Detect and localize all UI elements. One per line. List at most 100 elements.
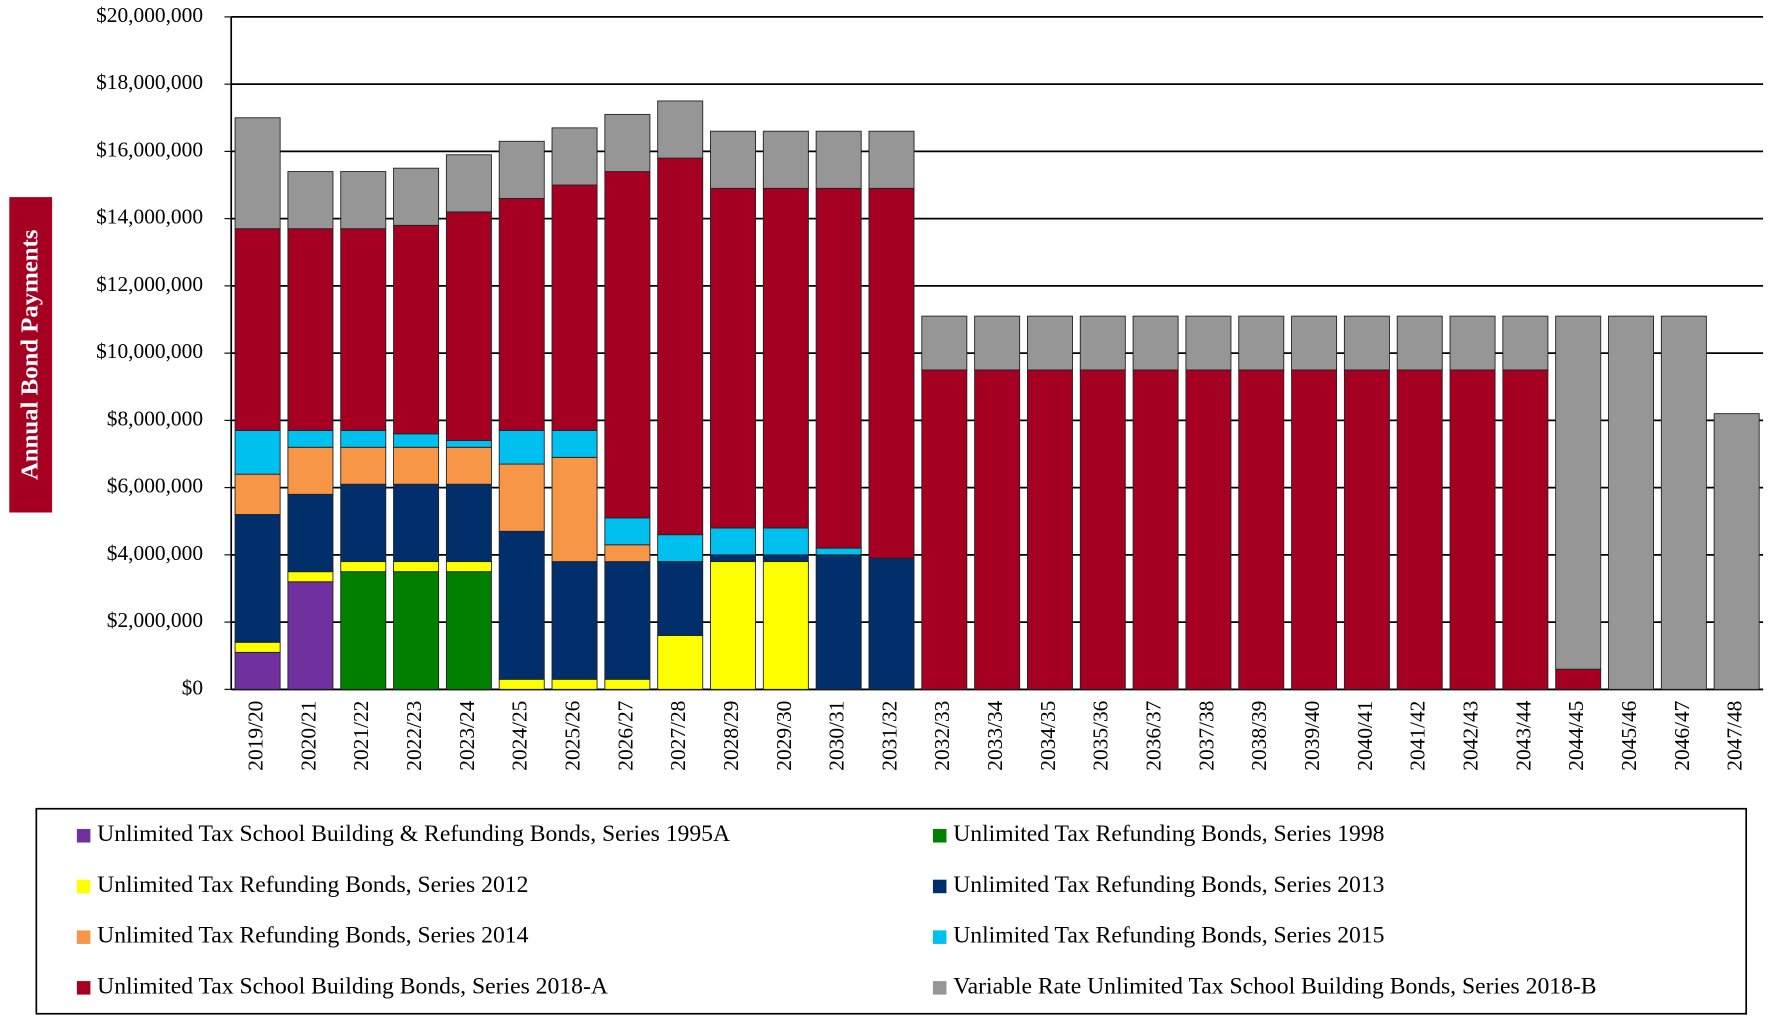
bar-segment: [445, 561, 492, 573]
bar-segment: [1608, 315, 1655, 690]
legend-swatch: [932, 981, 947, 995]
bar-segment: [551, 456, 598, 563]
bar-segment: [710, 130, 756, 189]
y-tick-label: $12,000,000: [96, 272, 203, 296]
legend-label: Unlimited Tax School Building & Refundin…: [97, 821, 730, 847]
bar-segment: [287, 493, 334, 573]
bar-segment: [1132, 369, 1179, 690]
bar-segment: [762, 527, 809, 556]
legend-swatch: [932, 930, 947, 944]
bar-segment: [1396, 369, 1443, 690]
bar-segment: [340, 483, 387, 563]
bar-segment: [340, 171, 387, 230]
bar-segment: [815, 187, 862, 549]
bar-segment: [551, 561, 598, 680]
bar-segment: [604, 517, 651, 546]
bar-segment: [234, 641, 281, 653]
y-tick-label: $8,000,000: [107, 406, 203, 430]
bar-segment: [340, 430, 387, 448]
bar-segment: [710, 554, 756, 563]
x-tick-label: 2029/30: [772, 701, 796, 771]
bar-segment: [498, 140, 545, 199]
y-tick-label: $6,000,000: [107, 474, 203, 498]
legend-label: Variable Rate Unlimited Tax School Build…: [953, 973, 1596, 999]
bar-segment: [287, 581, 334, 690]
bar-segment: [393, 446, 440, 485]
x-tick-label: 2039/40: [1300, 701, 1324, 771]
bar-segment: [1079, 315, 1126, 371]
bar-segment: [974, 369, 1021, 690]
x-tick-label: 2022/23: [402, 701, 426, 771]
x-tick-label: 2031/32: [877, 701, 901, 771]
bar-segment: [604, 561, 651, 680]
bar-segment: [234, 117, 281, 230]
bar-segment: [1502, 369, 1549, 690]
bar-segment: [710, 561, 756, 690]
x-tick-label: 2024/25: [508, 701, 532, 771]
y-tick-label: $0: [182, 675, 203, 699]
x-tick-label: 2041/42: [1406, 701, 1430, 771]
bar-segment: [1449, 369, 1496, 690]
legend-label: Unlimited Tax Refunding Bonds, Series 20…: [97, 872, 528, 898]
y-tick-label: $2,000,000: [107, 608, 203, 632]
y-tick-label: $18,000,000: [96, 70, 203, 94]
bar-segment: [445, 446, 492, 485]
y-tick-label: $16,000,000: [96, 137, 203, 161]
bar-segment: [868, 557, 915, 690]
bar-segment: [1713, 413, 1760, 690]
bar-segment: [1343, 369, 1390, 690]
bar-segment: [868, 187, 915, 559]
x-tick-label: 2030/31: [825, 701, 849, 771]
bar-segment: [551, 127, 598, 186]
y-label-box: [9, 197, 53, 513]
x-tick-label: 2021/22: [349, 701, 373, 771]
legend-swatch: [76, 981, 91, 995]
bar-segment: [340, 561, 387, 573]
bar-segment: [445, 154, 492, 213]
x-tick-label: 2036/37: [1142, 700, 1166, 770]
x-tick-label: 2042/43: [1458, 701, 1482, 771]
bar-segment: [234, 651, 281, 690]
bar-segment: [657, 561, 704, 637]
x-tick-label: 2025/26: [560, 700, 584, 770]
bar-segment: [657, 157, 704, 536]
legend-swatch: [76, 930, 91, 944]
bar-segment: [393, 483, 440, 563]
bar-segment: [340, 571, 387, 690]
bar-segment: [393, 561, 440, 573]
bar-segment: [551, 678, 598, 690]
x-tick-label: 2034/35: [1036, 701, 1060, 771]
bar-segment: [762, 187, 809, 529]
bar-segment: [1026, 315, 1073, 371]
bar-segment: [921, 315, 968, 371]
x-tick-label: 2044/45: [1564, 701, 1588, 771]
bar-segment: [234, 228, 281, 431]
legend-label: Unlimited Tax Refunding Bonds, Series 20…: [97, 923, 528, 949]
bar-segment: [1555, 668, 1602, 690]
bar-segment: [445, 440, 492, 448]
x-tick-label: 2033/34: [983, 700, 1007, 770]
bar-segment: [762, 130, 809, 189]
bar-segment: [1238, 369, 1285, 690]
x-tick-label: 2020/21: [296, 701, 320, 771]
y-axis-label: Annual Bond Payments: [17, 229, 44, 480]
bar-segment: [1238, 315, 1285, 371]
bar-segment: [234, 514, 281, 643]
bar-segment: [445, 483, 492, 563]
bar-segment: [1660, 315, 1707, 690]
x-tick-label: 2032/33: [930, 701, 954, 771]
bar-segment: [234, 473, 281, 515]
bar-segment: [340, 446, 387, 485]
bar-segment: [445, 571, 492, 690]
legend-swatch: [932, 829, 947, 843]
bar-segment: [657, 100, 704, 159]
bar-segment: [657, 635, 704, 690]
bar-segment: [710, 187, 756, 529]
legend-swatch: [932, 879, 947, 894]
bar-segment: [1185, 315, 1232, 371]
x-tick-label: 2019/20: [244, 701, 268, 771]
bar-segment: [551, 184, 598, 431]
x-tick-label: 2043/44: [1511, 700, 1535, 770]
bar-segment: [393, 167, 440, 226]
